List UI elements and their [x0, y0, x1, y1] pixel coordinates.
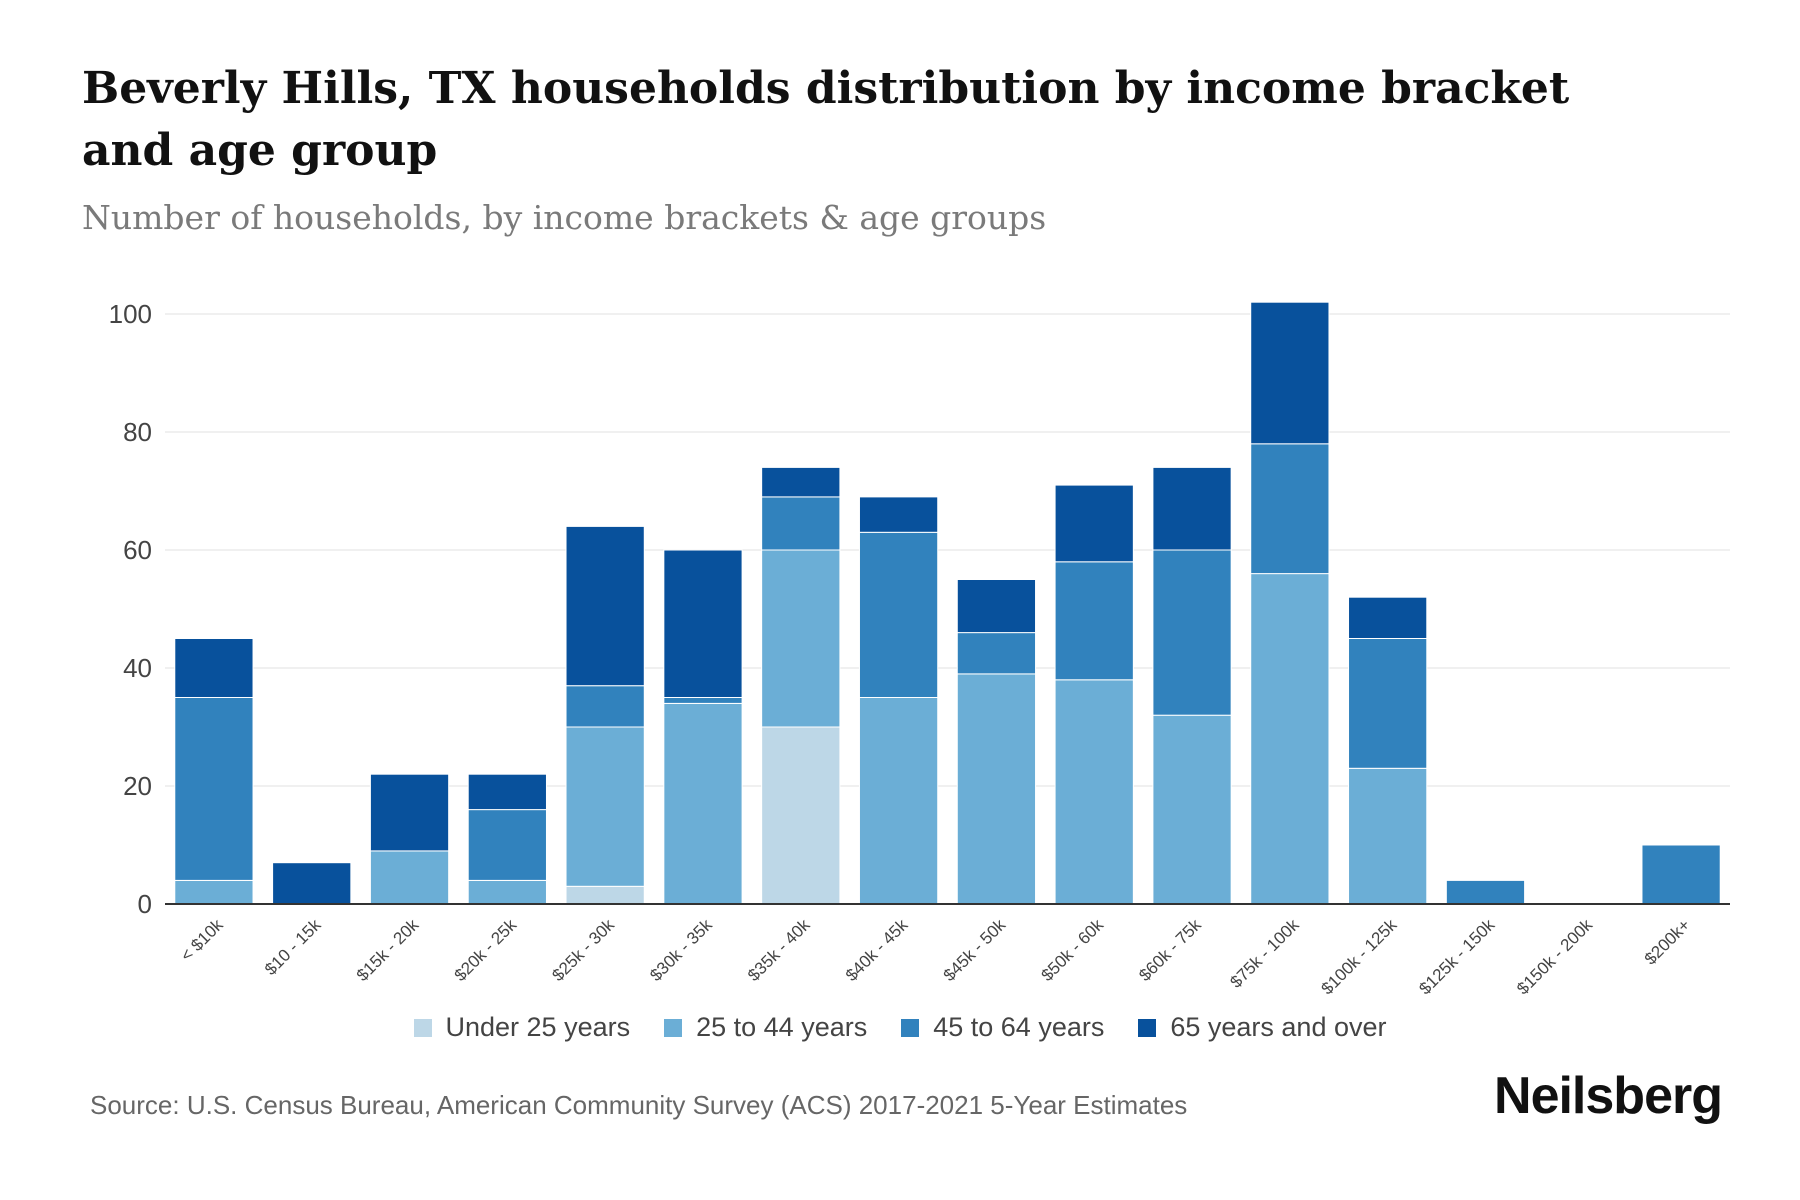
bars: [174, 301, 1721, 905]
y-tick-label: 100: [109, 299, 152, 329]
bar-segment-25-to-44[interactable]: [565, 726, 645, 887]
bar-stack[interactable]: [369, 773, 450, 905]
y-tick-label: 20: [123, 771, 152, 801]
bar-segment-65-plus[interactable]: [1152, 466, 1232, 551]
x-tick-label: $50k - 60k: [1037, 915, 1107, 985]
gridlines: [165, 313, 1730, 787]
legend-swatch-under-25: [413, 1018, 432, 1037]
bar-segment-65-plus[interactable]: [1250, 301, 1330, 445]
chart-title: Beverly Hills, TX households distributio…: [82, 63, 1570, 176]
x-tick-label: $30k - 35k: [646, 915, 716, 985]
bar-stack[interactable]: [761, 466, 841, 905]
bar-segment-65-plus[interactable]: [565, 525, 645, 687]
bar-stack[interactable]: [663, 549, 743, 905]
bar-stack[interactable]: [1445, 879, 1526, 905]
bar-segment-45-to-64[interactable]: [858, 531, 939, 698]
bar-segment-25-to-44[interactable]: [1054, 679, 1134, 905]
y-axis-ticks: 0 20 40 60 80 100: [109, 299, 152, 919]
legend-item-25-to-44[interactable]: 25 to 44 years: [664, 1012, 867, 1043]
bar-segment-25-to-44[interactable]: [1152, 714, 1232, 905]
legend-label-under-25: Under 25 years: [445, 1012, 631, 1042]
x-tick-label: $20k - 25k: [451, 915, 521, 985]
x-tick-label: $15k - 20k: [353, 915, 423, 985]
y-tick-label: 40: [123, 653, 152, 683]
bar-segment-45-to-64[interactable]: [467, 809, 547, 881]
bar-segment-25-to-44[interactable]: [761, 549, 841, 728]
bar-segment-65-plus[interactable]: [272, 862, 352, 905]
x-tick-label: $150k - 200k: [1513, 915, 1596, 998]
x-tick-label: $200k+: [1641, 915, 1694, 968]
x-tick-label: $25k - 30k: [548, 915, 618, 985]
bar-segment-25-to-44[interactable]: [858, 697, 939, 905]
bar-segment-45-to-64[interactable]: [1445, 879, 1526, 905]
legend-item-65-plus[interactable]: 65 years and over: [1138, 1012, 1387, 1043]
bar-segment-45-to-64[interactable]: [1054, 561, 1134, 681]
bar-segment-65-plus[interactable]: [1054, 484, 1134, 563]
bar-segment-25-to-44[interactable]: [369, 850, 450, 905]
x-tick-label: < $10k: [177, 915, 227, 965]
bar-segment-65-plus[interactable]: [369, 773, 450, 852]
bar-segment-65-plus[interactable]: [761, 466, 841, 498]
bar-segment-25-to-44[interactable]: [956, 673, 1037, 905]
legend-item-45-to-64[interactable]: 45 to 64 years: [901, 1012, 1104, 1043]
legend-label-25-to-44: 25 to 44 years: [696, 1012, 868, 1042]
bar-segment-45-to-64[interactable]: [1348, 638, 1428, 769]
bar-stack[interactable]: [272, 862, 352, 905]
bar-stack[interactable]: [858, 496, 939, 905]
bar-stack[interactable]: [1250, 301, 1330, 905]
x-axis-ticks: < $10k $10 - 15k $15k - 20k $20k - 25k $25k …: [177, 915, 1694, 998]
x-tick-label: $40k - 45k: [842, 915, 912, 985]
chart-subtitle: Number of households, by income brackets…: [82, 198, 1047, 237]
legend-swatch-25-to-44: [664, 1018, 683, 1037]
bar-segment-under-25[interactable]: [761, 726, 841, 905]
x-tick-label: $60k - 75k: [1135, 915, 1205, 985]
x-tick-label: $10 - 15k: [261, 915, 325, 979]
bar-segment-under-25[interactable]: [565, 885, 645, 905]
bar-stack[interactable]: [565, 525, 645, 905]
x-tick-label: $100k - 125k: [1318, 915, 1401, 998]
bar-segment-65-plus[interactable]: [1348, 596, 1428, 640]
bar-stack[interactable]: [1152, 466, 1232, 905]
bar-segment-65-plus[interactable]: [663, 549, 743, 698]
bar-stack[interactable]: [467, 773, 547, 905]
bar-stack[interactable]: [1641, 844, 1721, 905]
bar-segment-25-to-44[interactable]: [1348, 767, 1428, 905]
legend-label-45-to-64: 45 to 64 years: [933, 1012, 1105, 1042]
bar-segment-45-to-64[interactable]: [174, 697, 254, 881]
bar-stack[interactable]: [956, 579, 1037, 905]
legend-swatch-45-to-64: [901, 1018, 920, 1037]
bar-segment-25-to-44[interactable]: [467, 879, 547, 905]
legend-swatch-65-plus: [1138, 1018, 1157, 1037]
x-tick-label: $35k - 40k: [744, 915, 814, 985]
legend: Under 25 years 25 to 44 years 45 to 64 y…: [0, 1012, 1800, 1043]
bar-segment-25-to-44[interactable]: [1250, 573, 1330, 905]
bar-stack[interactable]: [1348, 596, 1428, 905]
source-note: Source: U.S. Census Bureau, American Com…: [90, 1090, 1188, 1120]
bar-segment-45-to-64[interactable]: [1250, 443, 1330, 575]
legend-label-65-plus: 65 years and over: [1170, 1012, 1387, 1042]
bar-segment-45-to-64[interactable]: [761, 496, 841, 551]
y-tick-label: 80: [123, 417, 152, 447]
x-tick-label: $75k - 100k: [1226, 915, 1303, 992]
brand-logo: Neilsberg: [1494, 1067, 1723, 1125]
bar-stack[interactable]: [1054, 484, 1134, 905]
bar-segment-65-plus[interactable]: [858, 496, 939, 533]
bar-segment-25-to-44[interactable]: [174, 879, 254, 905]
bar-segment-65-plus[interactable]: [956, 579, 1037, 634]
bar-segment-65-plus[interactable]: [467, 773, 547, 811]
bar-stack[interactable]: [174, 638, 254, 905]
bar-segment-45-to-64[interactable]: [663, 697, 743, 704]
x-tick-label: $45k - 50k: [940, 915, 1010, 985]
y-tick-label: 0: [138, 889, 152, 919]
x-tick-label: $125k - 150k: [1415, 915, 1498, 998]
bar-segment-25-to-44[interactable]: [663, 702, 743, 905]
bar-segment-45-to-64[interactable]: [1641, 844, 1721, 905]
legend-item-under-25[interactable]: Under 25 years: [413, 1012, 631, 1043]
bar-segment-45-to-64[interactable]: [956, 632, 1037, 675]
y-tick-label: 60: [123, 535, 152, 565]
bar-segment-65-plus[interactable]: [174, 638, 254, 698]
bar-segment-45-to-64[interactable]: [1152, 549, 1232, 716]
bar-segment-45-to-64[interactable]: [565, 685, 645, 728]
